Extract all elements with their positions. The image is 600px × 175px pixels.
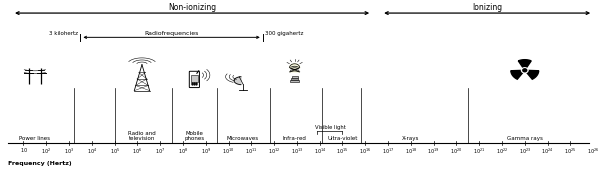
Text: $10^{5}$: $10^{5}$ bbox=[110, 146, 119, 156]
FancyBboxPatch shape bbox=[190, 71, 199, 88]
Polygon shape bbox=[518, 60, 531, 68]
Text: $10$: $10$ bbox=[20, 146, 28, 154]
Text: $10^{3}$: $10^{3}$ bbox=[64, 146, 74, 156]
Text: $10^{12}$: $10^{12}$ bbox=[268, 146, 280, 156]
Text: Mobile
phones: Mobile phones bbox=[184, 131, 205, 141]
Text: $10^{26}$: $10^{26}$ bbox=[587, 146, 599, 156]
Text: $10^{6}$: $10^{6}$ bbox=[133, 146, 143, 156]
Bar bbox=[191, 75, 197, 82]
Text: $10^{8}$: $10^{8}$ bbox=[178, 146, 188, 156]
Text: $10^{21}$: $10^{21}$ bbox=[473, 146, 485, 156]
Text: 300 gigahertz: 300 gigahertz bbox=[265, 32, 304, 36]
Text: Microwaves: Microwaves bbox=[226, 136, 258, 141]
Text: Power lines: Power lines bbox=[19, 136, 50, 141]
Text: Ultra-violet: Ultra-violet bbox=[327, 136, 358, 141]
Bar bbox=[292, 76, 298, 78]
Text: $10^{2}$: $10^{2}$ bbox=[41, 146, 52, 156]
Text: X-rays: X-rays bbox=[402, 136, 419, 141]
Text: $10^{11}$: $10^{11}$ bbox=[245, 146, 257, 156]
Text: 3 kilohertz: 3 kilohertz bbox=[49, 32, 78, 36]
Text: Radio and
television: Radio and television bbox=[128, 131, 156, 141]
Text: $10^{24}$: $10^{24}$ bbox=[541, 146, 554, 156]
Text: $10^{15}$: $10^{15}$ bbox=[337, 146, 349, 156]
Text: Ionizing: Ionizing bbox=[472, 3, 502, 12]
Bar bbox=[291, 78, 298, 80]
Text: $10^{7}$: $10^{7}$ bbox=[155, 146, 165, 156]
Polygon shape bbox=[527, 70, 539, 79]
Text: $10^{25}$: $10^{25}$ bbox=[564, 146, 577, 156]
Text: $10^{23}$: $10^{23}$ bbox=[518, 146, 531, 156]
Text: $10^{22}$: $10^{22}$ bbox=[496, 146, 508, 156]
Text: Infra-red: Infra-red bbox=[283, 136, 307, 141]
Text: $10^{19}$: $10^{19}$ bbox=[427, 146, 440, 156]
Polygon shape bbox=[234, 77, 241, 85]
Text: $10^{13}$: $10^{13}$ bbox=[291, 146, 303, 156]
Text: Non-ionizing: Non-ionizing bbox=[168, 3, 216, 12]
Text: $10^{16}$: $10^{16}$ bbox=[359, 146, 371, 156]
Text: Gamma rays: Gamma rays bbox=[507, 136, 543, 141]
Text: Radiofrequencies: Radiofrequencies bbox=[145, 32, 199, 36]
Polygon shape bbox=[290, 64, 300, 72]
Bar bbox=[290, 80, 299, 82]
Polygon shape bbox=[511, 70, 523, 79]
Text: $10^{20}$: $10^{20}$ bbox=[450, 146, 463, 156]
Text: $10^{4}$: $10^{4}$ bbox=[87, 146, 97, 156]
Circle shape bbox=[523, 69, 527, 72]
Text: $10^{14}$: $10^{14}$ bbox=[314, 146, 326, 156]
Text: Frequency (Hertz): Frequency (Hertz) bbox=[8, 161, 71, 166]
Text: Visible light: Visible light bbox=[314, 125, 346, 130]
Circle shape bbox=[521, 68, 528, 73]
Text: $10^{10}$: $10^{10}$ bbox=[223, 146, 235, 156]
Text: $10^{17}$: $10^{17}$ bbox=[382, 146, 394, 156]
Text: $10^{9}$: $10^{9}$ bbox=[200, 146, 211, 156]
Text: $10^{18}$: $10^{18}$ bbox=[404, 146, 417, 156]
